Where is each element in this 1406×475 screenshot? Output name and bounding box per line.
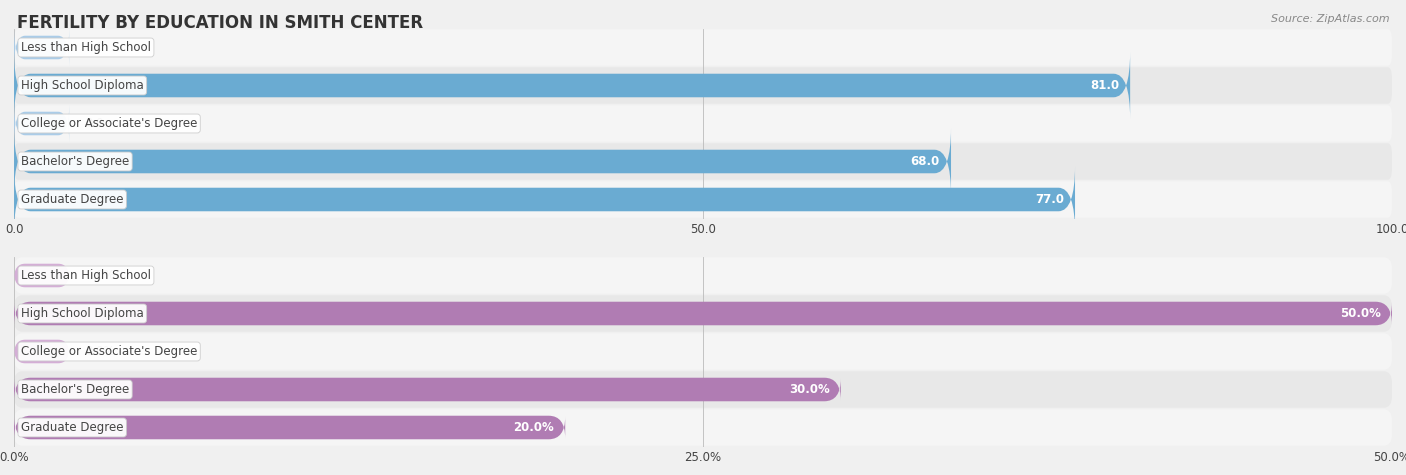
Text: Less than High School: Less than High School (21, 41, 150, 54)
Text: 68.0: 68.0 (911, 155, 941, 168)
Text: 50.0%: 50.0% (1340, 307, 1381, 320)
FancyBboxPatch shape (14, 29, 69, 66)
Text: Graduate Degree: Graduate Degree (21, 421, 124, 434)
FancyBboxPatch shape (14, 29, 1392, 66)
Text: College or Associate's Degree: College or Associate's Degree (21, 345, 197, 358)
FancyBboxPatch shape (14, 264, 69, 287)
Text: 0.0: 0.0 (86, 117, 104, 130)
Text: Bachelor's Degree: Bachelor's Degree (21, 383, 129, 396)
FancyBboxPatch shape (14, 52, 1130, 119)
FancyBboxPatch shape (14, 333, 1392, 370)
Text: 30.0%: 30.0% (789, 383, 830, 396)
FancyBboxPatch shape (14, 257, 1392, 294)
FancyBboxPatch shape (14, 105, 69, 142)
FancyBboxPatch shape (14, 181, 1392, 218)
FancyBboxPatch shape (14, 378, 841, 401)
FancyBboxPatch shape (14, 340, 69, 363)
FancyBboxPatch shape (14, 67, 1392, 104)
FancyBboxPatch shape (14, 105, 1392, 142)
Text: 0.0%: 0.0% (86, 345, 115, 358)
FancyBboxPatch shape (14, 128, 950, 195)
FancyBboxPatch shape (14, 143, 1392, 180)
Text: 20.0%: 20.0% (513, 421, 554, 434)
FancyBboxPatch shape (14, 166, 1076, 233)
FancyBboxPatch shape (14, 302, 1392, 325)
Text: Source: ZipAtlas.com: Source: ZipAtlas.com (1271, 14, 1389, 24)
Text: 81.0: 81.0 (1090, 79, 1119, 92)
Text: 0.0%: 0.0% (86, 269, 115, 282)
FancyBboxPatch shape (14, 295, 1392, 332)
Text: College or Associate's Degree: College or Associate's Degree (21, 117, 197, 130)
FancyBboxPatch shape (14, 416, 565, 439)
Text: Bachelor's Degree: Bachelor's Degree (21, 155, 129, 168)
Text: 0.0: 0.0 (86, 41, 104, 54)
Text: FERTILITY BY EDUCATION IN SMITH CENTER: FERTILITY BY EDUCATION IN SMITH CENTER (17, 14, 423, 32)
Text: High School Diploma: High School Diploma (21, 79, 143, 92)
FancyBboxPatch shape (14, 371, 1392, 408)
Text: High School Diploma: High School Diploma (21, 307, 143, 320)
Text: 77.0: 77.0 (1035, 193, 1064, 206)
FancyBboxPatch shape (14, 409, 1392, 446)
Text: Graduate Degree: Graduate Degree (21, 193, 124, 206)
Text: Less than High School: Less than High School (21, 269, 150, 282)
